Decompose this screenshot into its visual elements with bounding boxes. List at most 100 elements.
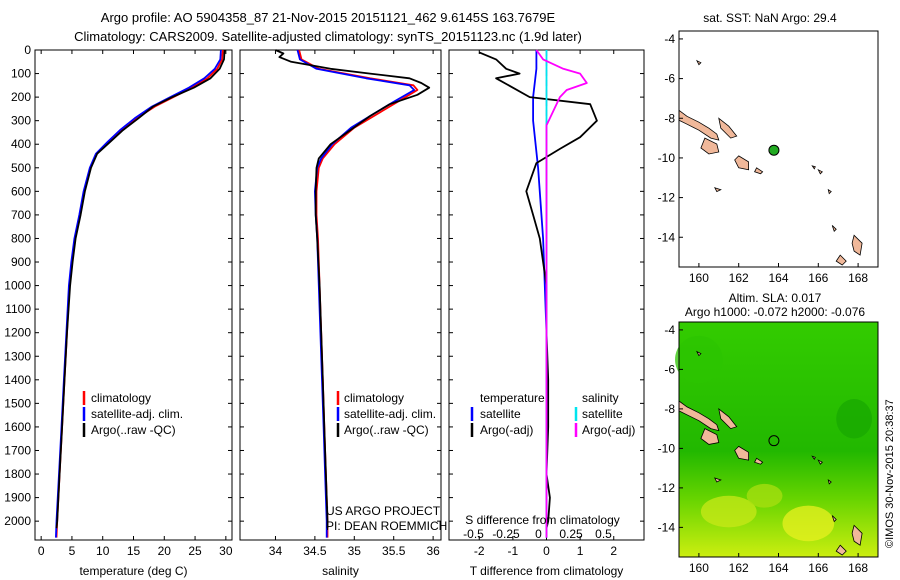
project-annotation-line-2: PI: DEAN ROEMMICH <box>326 519 447 533</box>
difference-panel: -2 -1 0 1 2 T difference from climatology -0.5… <box>448 49 645 578</box>
y-tick-label: 1500 <box>4 396 31 410</box>
imos-timestamp: ©IMOS 30-Nov-2015 20:38:37 <box>884 399 896 548</box>
x-tick-label: 2 <box>610 544 617 558</box>
legend-temperature-title: temperature <box>480 391 545 405</box>
sla-anomaly-patch <box>746 483 783 508</box>
map-x-tick-label: 160 <box>689 271 709 285</box>
series-line-s-argo-adj- <box>535 49 588 538</box>
y-tick-label: 1900 <box>4 491 31 505</box>
map-y-tick-label: -6 <box>664 72 675 86</box>
island <box>700 137 720 155</box>
y-tick-label: 900 <box>11 255 31 269</box>
legend-satellite-label: satellite-adj. clim. <box>91 407 183 421</box>
x-axis-label: salinity <box>322 564 359 578</box>
title-line-2: Climatology: CARS2009. Satellite-adjuste… <box>74 29 582 44</box>
island <box>678 109 720 141</box>
sla-anomaly-patch <box>675 335 723 384</box>
legend-argo-label: Argo(..raw -QC) <box>91 423 176 437</box>
y-tick-label: 700 <box>11 208 31 222</box>
y-tick-label: 1700 <box>4 443 31 457</box>
map-x-tick-label: 166 <box>808 271 828 285</box>
island <box>696 59 702 66</box>
plot-frame <box>34 49 233 541</box>
salinity-panel: 34 34.5 35 35.5 36 salinity <box>239 49 442 578</box>
island <box>718 117 738 139</box>
island <box>734 445 749 461</box>
legend-salinity-title: salinity <box>582 391 619 405</box>
map-y-tick-label: -14 <box>658 230 676 244</box>
map-x-tick-label: 168 <box>848 561 868 575</box>
map-y-tick-label: -12 <box>658 191 676 205</box>
x-axis-label: T difference from climatology <box>470 564 624 578</box>
map-x-tick-label: 162 <box>729 271 749 285</box>
island <box>851 234 863 256</box>
island <box>734 155 749 171</box>
island <box>817 459 823 465</box>
island <box>817 168 823 175</box>
x-axis-label: temperature (deg C) <box>79 564 187 578</box>
argo-float-marker <box>768 435 780 447</box>
top-x-tick-label: 0.5 <box>595 527 612 541</box>
sla-map-title-line-2: Argo h1000: -0.072 h2000: -0.076 <box>685 305 865 319</box>
x-tick-label: 34.5 <box>303 544 327 558</box>
map-y-tick-label: -4 <box>664 32 675 46</box>
legend-s-satellite-label: satellite <box>582 407 623 421</box>
island <box>754 457 764 465</box>
map-y-tick-label: -8 <box>664 111 675 125</box>
sla-map-title-line-1: Altim. SLA: 0.017 <box>729 291 822 305</box>
sla-anomaly-patch <box>836 399 873 439</box>
map-y-tick-label: -10 <box>658 441 676 455</box>
y-tick-label: 400 <box>11 137 31 151</box>
title-line-1: Argo profile: AO 5904358_87 21-Nov-2015 … <box>101 10 556 25</box>
y-tick-label: 1000 <box>4 279 31 293</box>
y-tick-label: 1800 <box>4 467 31 481</box>
island <box>835 254 847 266</box>
x-tick-label: -1 <box>508 544 519 558</box>
island <box>678 400 720 432</box>
y-tick-label: 800 <box>11 231 31 245</box>
x-tick-label: 25 <box>188 544 202 558</box>
temperature-legend: climatology satellite-adj. clim. Argo(..… <box>82 391 183 437</box>
x-tick-label: 30 <box>219 544 233 558</box>
difference-legend-salinity: salinity satellite Argo(-adj) <box>574 391 635 437</box>
sst-map-panel: 160 162 164 166 168 -4 -6 -8 -10 -12 -14 <box>658 30 879 285</box>
island <box>827 479 832 485</box>
top-x-tick-label: -0.25 <box>492 527 520 541</box>
legend-argo-label: Argo(..raw -QC) <box>344 423 429 437</box>
x-tick-label: 35 <box>348 544 362 558</box>
top-x-tick-label: 0 <box>535 527 542 541</box>
legend-climatology-label: climatology <box>91 391 151 405</box>
y-tick-label: 100 <box>11 67 31 81</box>
sla-anomaly-patch <box>782 505 835 542</box>
legend-t-argo-label: Argo(-adj) <box>480 423 533 437</box>
island <box>831 515 837 523</box>
y-tick-label: 1600 <box>4 420 31 434</box>
map-y-tick-label: -8 <box>664 402 675 416</box>
x-tick-label: -2 <box>474 544 485 558</box>
island <box>811 165 816 170</box>
map-y-tick-label: -12 <box>658 481 676 495</box>
y-tick-label: 1200 <box>4 326 31 340</box>
top-x-tick-label: 0.25 <box>559 527 583 541</box>
x-tick-label: 1 <box>577 544 584 558</box>
y-tick-label: 2000 <box>4 514 31 528</box>
island <box>811 455 816 460</box>
island <box>714 477 722 483</box>
island <box>700 428 720 445</box>
x-tick-label: 34 <box>269 544 283 558</box>
sst-map-title: sat. SST: NaN Argo: 29.4 <box>703 11 837 25</box>
sla-map-panel: 160 162 164 166 168 -4 -6 -8 -10 -12 -14 <box>658 321 879 575</box>
map-x-tick-label: 164 <box>768 561 788 575</box>
x-tick-label: 36 <box>426 544 440 558</box>
map-y-tick-label: -6 <box>664 362 675 376</box>
map-x-tick-label: 168 <box>848 271 868 285</box>
island <box>831 225 837 233</box>
argo-float-marker <box>768 144 780 156</box>
top-x-tick-label: -0.5 <box>463 527 484 541</box>
island <box>851 524 863 546</box>
map-y-tick-label: -14 <box>658 520 676 534</box>
y-tick-label: 600 <box>11 184 31 198</box>
map-x-tick-label: 162 <box>729 561 749 575</box>
island <box>696 350 702 357</box>
